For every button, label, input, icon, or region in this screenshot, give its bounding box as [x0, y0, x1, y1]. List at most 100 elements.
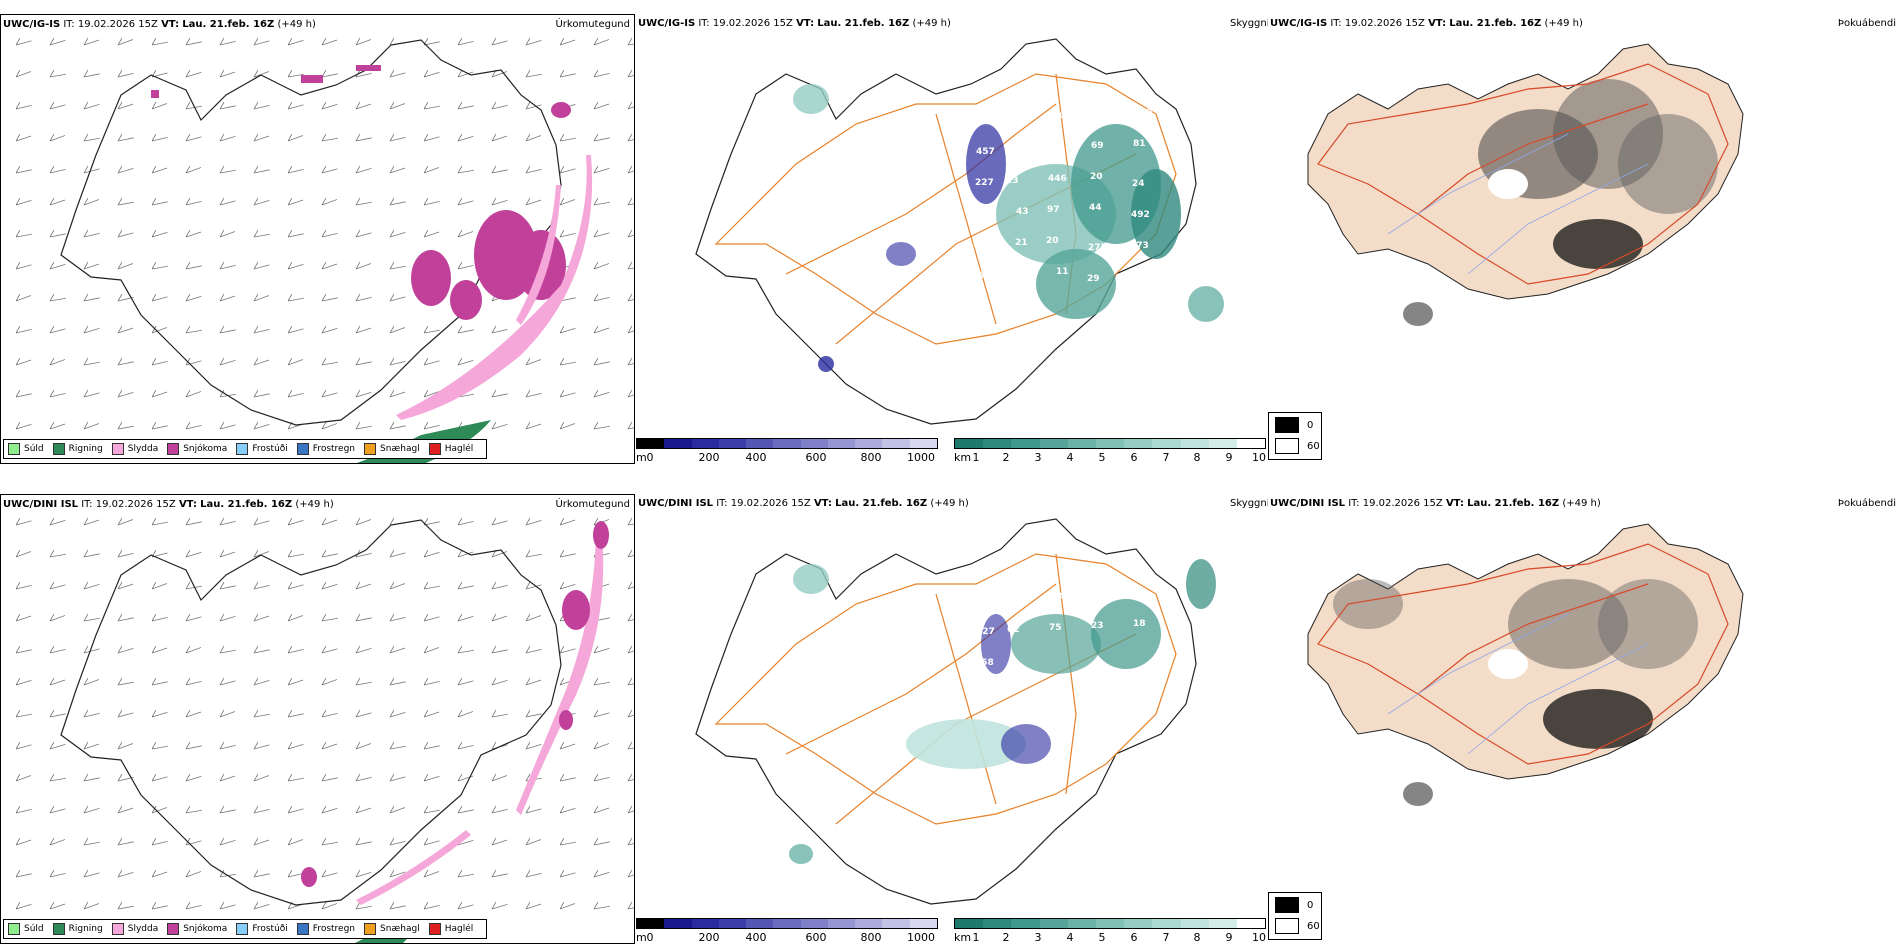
- wind-barb: [185, 773, 202, 782]
- wind-barb: [117, 421, 134, 430]
- wind-barb: [49, 549, 66, 558]
- wind-barb: [253, 421, 270, 430]
- wind-barb: [593, 773, 610, 782]
- cloud-base-label: 457: [976, 147, 995, 157]
- cloud-base-label: 332: [1134, 108, 1153, 118]
- wind-barb: [253, 101, 270, 110]
- colorbar-segment: [664, 439, 692, 448]
- wind-barb: [627, 517, 634, 526]
- wind-barb: [389, 741, 406, 750]
- wind-barb: [321, 613, 338, 622]
- wind-barb: [83, 901, 100, 910]
- wind-barb: [559, 389, 576, 398]
- colorbar-segment: [1180, 919, 1209, 928]
- precip-legend: Súld Rigning Slydda Snjókoma Frostúði Fr…: [3, 439, 488, 459]
- wind-barb: [15, 197, 32, 206]
- wind-barb: [83, 261, 100, 270]
- wind-barb: [287, 197, 304, 206]
- wind-barb: [185, 389, 202, 398]
- cloud-map: 62 55 28 14 15 227 62 75 23 18 358: [695, 518, 1216, 905]
- wind-barb: [287, 293, 304, 302]
- cloud-base-label: 23: [1006, 176, 1019, 186]
- wind-barb: [525, 677, 542, 686]
- wind-barb: [49, 581, 66, 590]
- wind-barb: [627, 773, 634, 782]
- wind-barb: [151, 165, 168, 174]
- colorbar-segment: [746, 919, 774, 928]
- wind-barb: [321, 869, 338, 878]
- wind-barb: [627, 549, 634, 558]
- wind-barb: [491, 165, 508, 174]
- wind-barb: [49, 261, 66, 270]
- panel-name: Þokuábendi: [1837, 498, 1896, 509]
- colorbar-segment: [718, 919, 747, 928]
- wind-barb: [559, 357, 576, 366]
- wind-barb: [457, 229, 474, 238]
- wind-barb: [355, 709, 372, 718]
- wind-barb: [593, 229, 610, 238]
- wind-barb: [185, 613, 202, 622]
- wind-barb: [457, 581, 474, 590]
- fog-panel-igis: UWC/IG-IS IT: 19.02.2026 15Z VT: Lau. 21…: [1268, 14, 1900, 464]
- colorbar-segment: [800, 439, 828, 448]
- wind-barb: [627, 69, 634, 78]
- wind-barb: [593, 389, 610, 398]
- wind-barb: [457, 133, 474, 142]
- wind-barb: [321, 517, 338, 526]
- cloud-base-label: 43: [1016, 207, 1029, 217]
- wind-barb: [83, 837, 100, 846]
- cloud-base-label: 15: [972, 271, 985, 281]
- cloud-base-label: 62: [1007, 625, 1020, 635]
- wind-barb: [15, 741, 32, 750]
- wind-barb: [253, 37, 270, 46]
- fog-legend-row: 0: [1275, 897, 1313, 913]
- wind-barb: [321, 773, 338, 782]
- wind-barb: [83, 709, 100, 718]
- wind-barb: [423, 389, 440, 398]
- road-network: [714, 553, 1177, 825]
- wind-barb: [253, 293, 270, 302]
- wind-barb: [117, 229, 134, 238]
- wind-barb: [627, 837, 634, 846]
- wind-barb: [559, 197, 576, 206]
- wind-barb: [287, 645, 304, 654]
- wind-barb: [117, 37, 134, 46]
- panel-title: UWC/IG-IS IT: 19.02.2026 15Z VT: Lau. 21…: [638, 18, 951, 29]
- wind-barb: [389, 133, 406, 142]
- height-tick: 400: [745, 451, 767, 464]
- height-tick: 1000: [907, 451, 935, 464]
- panel-name: Skyggni: [1230, 18, 1268, 29]
- wind-barb: [185, 805, 202, 814]
- visibility-tick: 2: [1002, 451, 1010, 464]
- legend-item-hail: Haglél: [428, 923, 473, 935]
- wind-barb: [491, 581, 508, 590]
- wind-barb: [117, 197, 134, 206]
- wind-barb: [355, 293, 372, 302]
- wind-barb: [491, 837, 508, 846]
- wind-barb: [253, 773, 270, 782]
- wind-barb: [355, 805, 372, 814]
- visibility-tick: 5: [1098, 451, 1106, 464]
- wind-barb: [593, 37, 610, 46]
- wind-barb: [49, 741, 66, 750]
- colorbar-segment: [1039, 919, 1068, 928]
- wind-barb: [287, 517, 304, 526]
- visibility-tick: 4: [1066, 451, 1074, 464]
- wind-barb: [525, 101, 542, 110]
- panel-title: UWC/DINI ISL IT: 19.02.2026 15Z VT: Lau.…: [3, 499, 334, 510]
- wind-barb: [151, 101, 168, 110]
- wind-barb: [525, 133, 542, 142]
- fog-legend-row: 0: [1275, 417, 1313, 433]
- wind-barb: [151, 837, 168, 846]
- colorbar-segment: [909, 439, 937, 448]
- precip-legend: Súld Rigning Slydda Snjókoma Frostúði Fr…: [3, 919, 488, 939]
- wind-barb: [151, 389, 168, 398]
- wind-barb: [15, 165, 32, 174]
- wind-barb: [49, 837, 66, 846]
- wind-barb: [559, 773, 576, 782]
- wind-barb: [423, 229, 440, 238]
- wind-barb: [355, 197, 372, 206]
- colorbar-segment: [1011, 439, 1040, 448]
- wind-barb: [389, 869, 406, 878]
- wind-barb: [627, 133, 634, 142]
